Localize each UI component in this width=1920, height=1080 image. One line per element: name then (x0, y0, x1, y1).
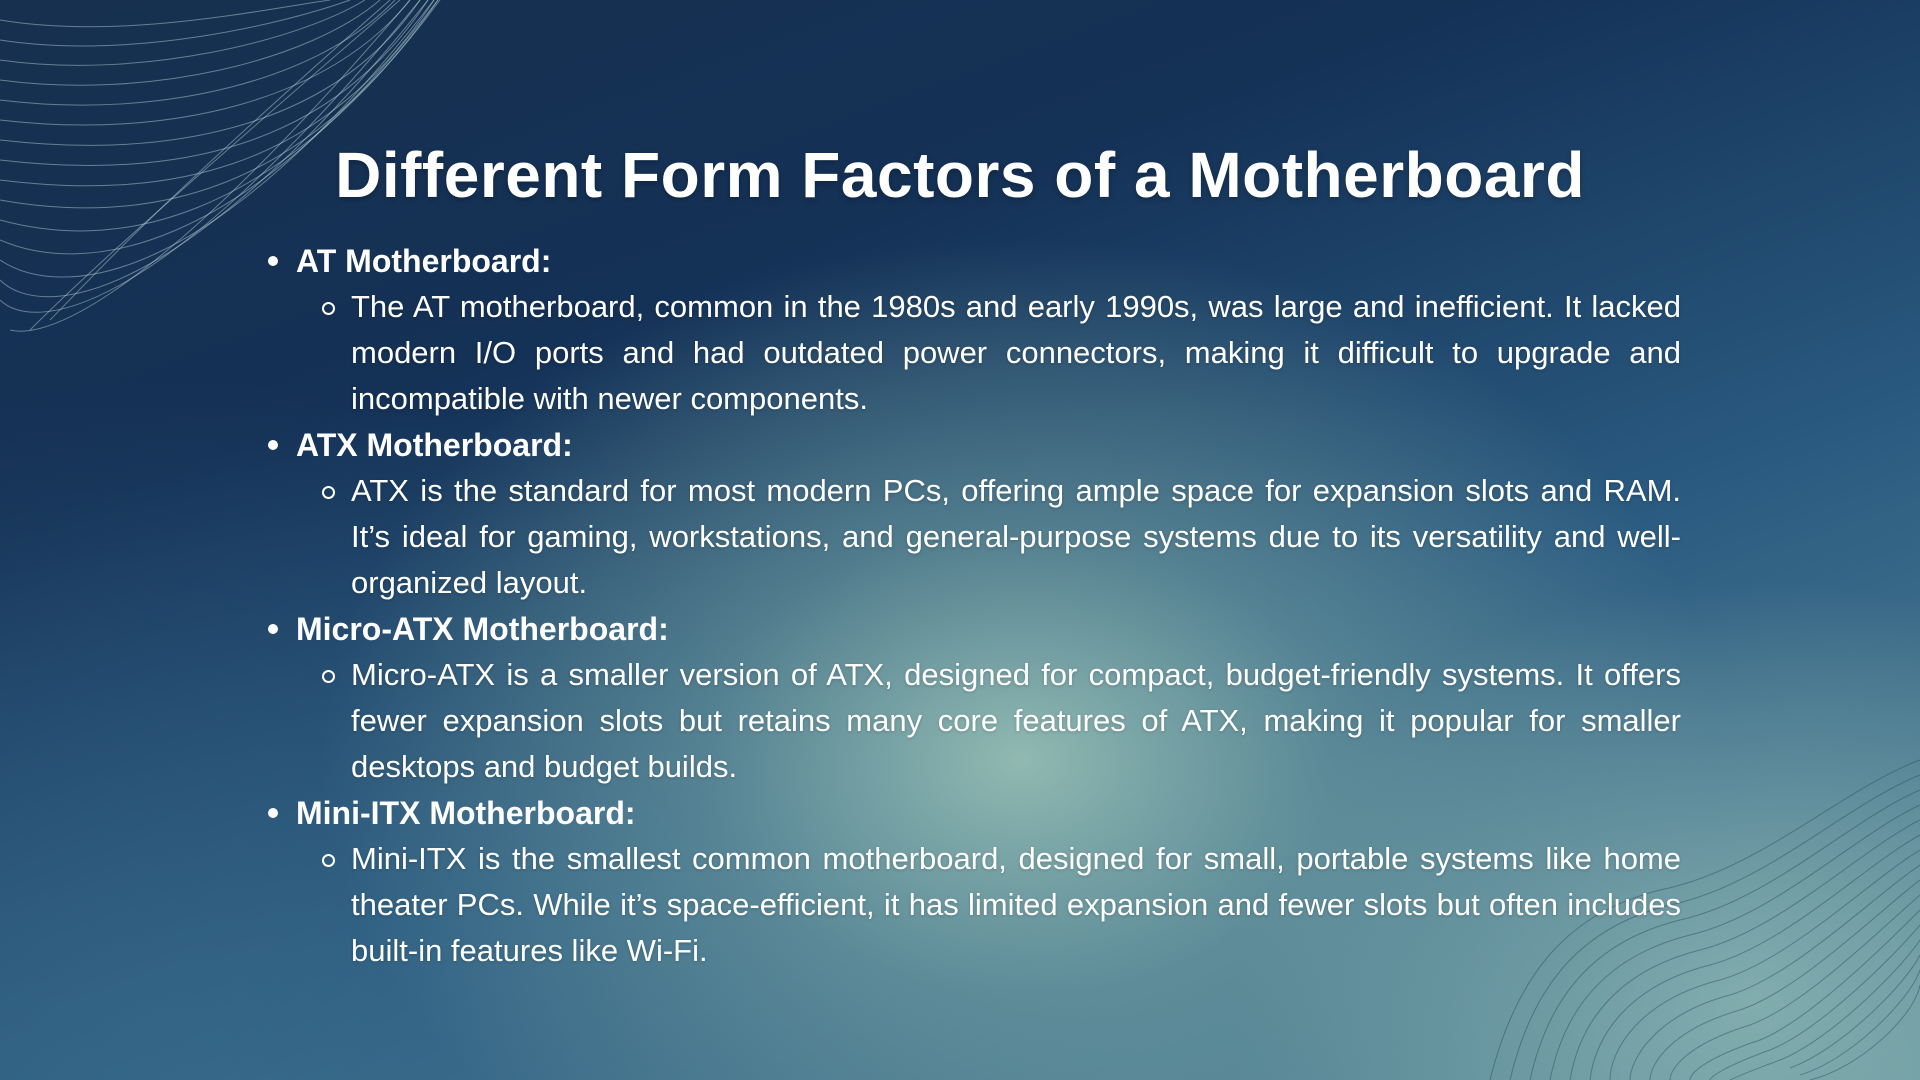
section-micro-atx-motherboard: Micro-ATX Motherboard: Micro-ATX is a sm… (262, 606, 1682, 790)
section-heading: Mini-ITX Motherboard: (296, 794, 636, 831)
section-heading: ATX Motherboard: (296, 426, 573, 463)
bullet-icon (268, 624, 278, 634)
section-mini-itx-motherboard: Mini-ITX Motherboard: Mini-ITX is the sm… (262, 790, 1682, 974)
section-description: ATX is the standard for most modern PCs,… (351, 473, 1681, 600)
bullet-icon (268, 440, 278, 450)
section-description: Micro-ATX is a smaller version of ATX, d… (351, 657, 1681, 784)
hollow-bullet-icon (322, 670, 335, 683)
section-heading: AT Motherboard: (296, 242, 552, 279)
section-description: Mini-ITX is the smallest common motherbo… (351, 841, 1681, 968)
bullet-icon (268, 256, 278, 266)
hollow-bullet-icon (322, 302, 335, 315)
hollow-bullet-icon (322, 854, 335, 867)
hollow-bullet-icon (322, 486, 335, 499)
section-at-motherboard: AT Motherboard: The AT motherboard, comm… (262, 238, 1682, 422)
slide-title: Different Form Factors of a Motherboard (335, 139, 1585, 211)
section-atx-motherboard: ATX Motherboard: ATX is the standard for… (262, 422, 1682, 606)
section-heading: Micro-ATX Motherboard: (296, 610, 669, 647)
bullet-list: AT Motherboard: The AT motherboard, comm… (262, 238, 1682, 974)
section-description: The AT motherboard, common in the 1980s … (351, 289, 1681, 416)
bullet-icon (268, 808, 278, 818)
